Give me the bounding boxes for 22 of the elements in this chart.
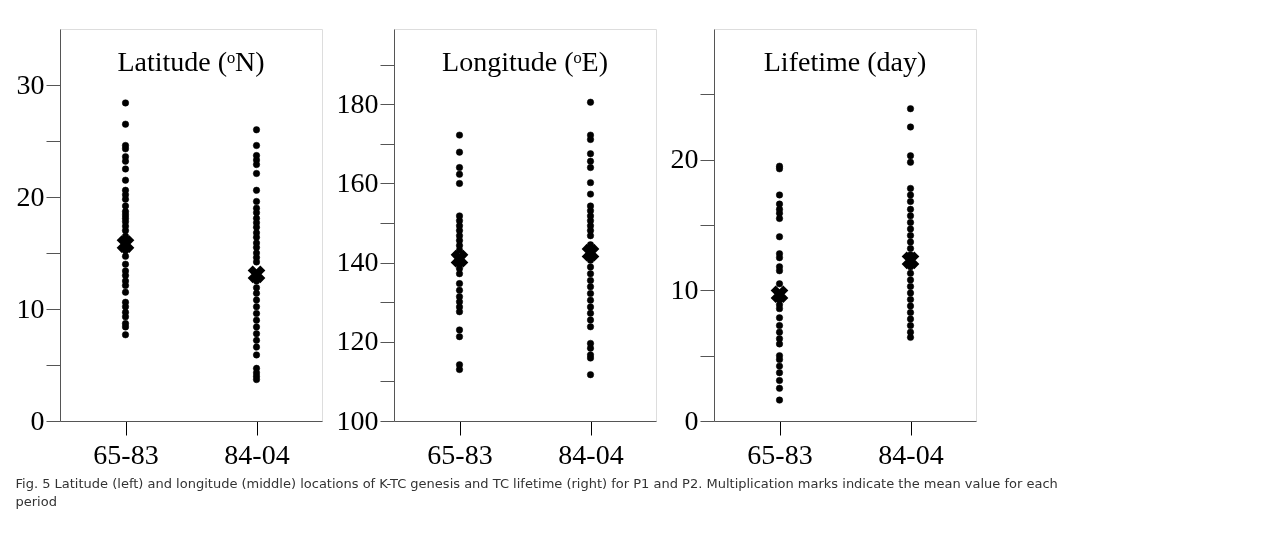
caption: Fig. 5 Latitude (left) and longitude (middle) locations of K-TC genesis and TC lifetime (right) for P1 and P2. Multiplication marks indicate the mean value for each period	[15, 475, 1058, 509]
x-tick-label: 65-83	[93, 438, 159, 470]
text: Latitude (ᵒN)	[117, 46, 265, 77]
y-tick-label: 160	[336, 166, 379, 198]
x-tick-label: 84-04	[224, 438, 290, 470]
y-tick-label: 10	[670, 273, 699, 305]
y-tick-label: 0	[30, 404, 45, 436]
x-tick-label: 65-83	[427, 438, 493, 470]
y-tick-label: 140	[336, 246, 379, 278]
text: Longitude (ᵒE)	[442, 46, 608, 77]
text: Lifetime (day)	[763, 46, 927, 77]
y-tick-label: 180	[336, 87, 379, 119]
y-tick-label: 10	[16, 292, 45, 324]
y-tick-label: 120	[336, 325, 379, 357]
y-tick-label: 20	[16, 180, 45, 212]
x-tick-label: 84-04	[878, 438, 944, 470]
y-tick-label: 30	[16, 68, 45, 100]
y-tick-label: 100	[336, 404, 379, 436]
y-tick-label: 20	[670, 143, 699, 175]
x-tick-label: 84-04	[558, 438, 624, 470]
y-tick-label: 0	[684, 404, 699, 436]
x-tick-label: 65-83	[747, 438, 813, 470]
